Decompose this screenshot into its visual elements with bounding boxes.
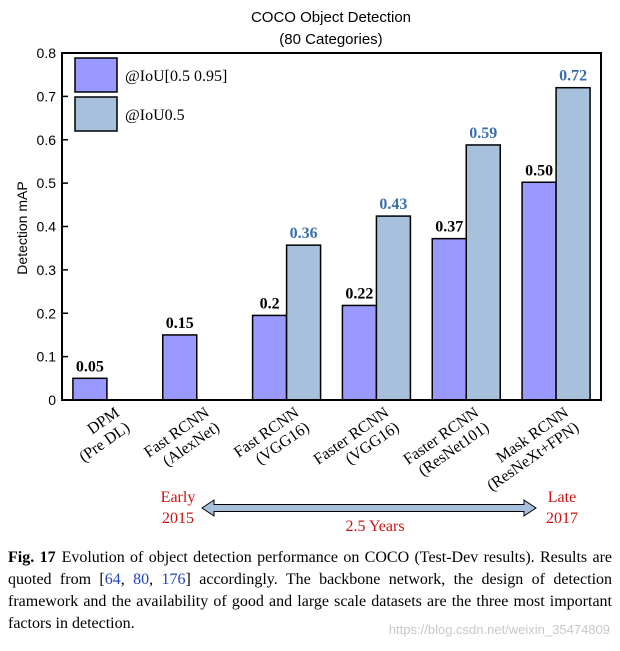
plot-frame <box>61 52 602 401</box>
bar-series-1 <box>431 237 467 401</box>
y-tick-label: 0.2 <box>37 305 57 321</box>
bar-series-1 <box>521 181 557 401</box>
bar-value-label: 0.50 <box>525 162 553 179</box>
bar-series-1 <box>251 314 288 401</box>
bar-value-label: 0.36 <box>290 225 318 242</box>
bar-value-label: 0.22 <box>345 285 373 302</box>
y-tick-label: 0.3 <box>37 262 57 278</box>
caption-figure-label: Fig. 17 <box>8 549 56 566</box>
x-axis-category-labels: DPM(Pre DL) Fast RCNN(AlexNet) Fast RCNN(V… <box>76 404 582 495</box>
timeline-end-line2: 2017 <box>546 510 578 527</box>
bar-series-2 <box>555 86 591 401</box>
timeline-double-arrow <box>201 499 537 517</box>
x-category-label: DPM(Pre DL) <box>76 404 133 466</box>
bar-value-label: 0.37 <box>435 219 463 236</box>
y-tick-label: 0.8 <box>37 45 57 61</box>
caption-ref-link[interactable]: 64 <box>104 571 121 588</box>
legend-swatch-series-2 <box>74 96 118 132</box>
chart-title: COCO Object Detection <box>251 9 411 26</box>
x-category-label: Mask RCNN(ResNeXt+FPN) <box>484 404 582 495</box>
legend-label-series-2: @IoU0.5 <box>125 107 185 124</box>
coco-detection-chart: COCO Object Detection (80 Categories) De… <box>14 9 602 535</box>
timeline: Early 2015 Late 2017 2.5 Years <box>161 489 578 535</box>
bar-value-labels: 0.05 0.15 0.2 0.36 0.22 0.43 0.37 0.59 0.50 0.72 <box>76 68 587 376</box>
y-tick-label: 0.7 <box>37 88 57 104</box>
caption-text-after: ] accordingly. The backbone network, the… <box>8 571 613 632</box>
bar-value-label: 0.15 <box>166 315 194 332</box>
bar-value-label: 0.43 <box>379 196 407 213</box>
x-category-label: Fast RCNN(AlexNet) <box>141 404 223 470</box>
figure-caption: Fig. 17 Evolution of object detection per… <box>8 549 613 632</box>
bar-value-label: 0.05 <box>76 358 104 375</box>
x-category-label: Faster RCNN(VGG16) <box>311 404 403 468</box>
legend: @IoU[0.5 0.95] @IoU0.5 <box>74 57 227 132</box>
timeline-start-line2: 2015 <box>162 510 194 527</box>
bar-series-1 <box>341 304 378 401</box>
bar-value-label: 0.72 <box>559 68 587 85</box>
y-axis-label: Detection mAP <box>14 181 30 274</box>
bars <box>72 86 591 401</box>
x-category-label: Faster RCNN(ResNet101) <box>401 404 493 480</box>
bar-series-1 <box>162 334 198 401</box>
chart-subtitle: (80 Categories) <box>279 31 382 48</box>
y-tick-label: 0 <box>48 392 56 408</box>
timeline-start-line1: Early <box>161 489 196 506</box>
legend-label-series-1: @IoU[0.5 0.95] <box>125 68 227 85</box>
caption-ref-link[interactable]: 176 <box>161 571 186 588</box>
timeline-span-label: 2.5 Years <box>345 518 404 535</box>
bar-series-2 <box>285 244 322 401</box>
bar-series-1 <box>72 377 108 401</box>
y-tick-label: 0.5 <box>37 175 57 191</box>
y-axis-ticks: 0 0.1 0.2 0.3 0.4 0.5 0.6 0.7 0.8 <box>37 45 68 408</box>
y-tick-label: 0.6 <box>37 132 57 148</box>
y-tick-label: 0.1 <box>37 349 57 365</box>
bar-value-label: 0.2 <box>260 295 280 312</box>
timeline-end-line1: Late <box>548 489 576 506</box>
watermark: https://blog.csdn.net/weixin_35474809 <box>388 622 610 637</box>
y-tick-label: 0.4 <box>37 219 57 235</box>
bar-series-2 <box>465 144 501 401</box>
x-category-label: Fast RCNN(VGG16) <box>231 404 313 468</box>
legend-swatch-series-1 <box>74 57 118 93</box>
caption-text-before: Evolution of object detection performanc… <box>8 549 613 588</box>
caption-ref-link[interactable]: 80 <box>133 571 150 588</box>
bar-value-label: 0.59 <box>469 125 497 142</box>
bar-series-2 <box>375 215 412 401</box>
